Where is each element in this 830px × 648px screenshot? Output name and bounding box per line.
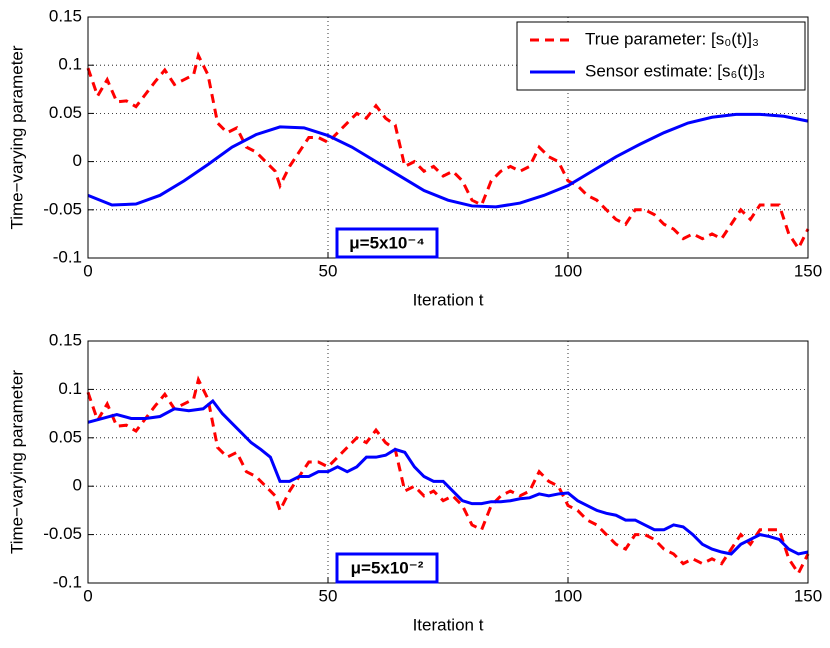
y-tick-label: 0.15 [49,330,82,349]
annotation-box [335,227,439,259]
x-tick-label: 50 [319,261,338,280]
x-tick-label: 100 [554,586,582,605]
annotation-box [335,552,439,584]
series-line [87,398,809,556]
y-tick-label: -0.1 [53,247,82,266]
x-tick-label: 0 [83,586,92,605]
y-tick-label: 0 [73,151,82,170]
y-tick-label: 0.15 [49,6,82,25]
x-tick-label: 100 [554,261,582,280]
y-tick-label: -0.05 [43,524,82,543]
y-tick-label: -0.05 [43,199,82,218]
plot-area [88,341,808,583]
x-tick-label: 150 [794,586,822,605]
x-axis-label: Iteration t [413,615,484,634]
legend-label: True parameter: [s₀(t)]₃ [585,29,759,48]
axes-frame [87,16,809,259]
y-tick-label: 0 [73,476,82,495]
annotation: μ=5x10⁻² [351,558,424,577]
y-tick-label: 0.1 [58,379,82,398]
legend-label: Sensor estimate: [s₆(t)]₃ [585,61,765,80]
y-axis-label: Time−varying parameter [7,45,26,229]
y-axis-label: Time−varying parameter [7,370,26,554]
series-line [86,51,810,252]
y-tick-label: 0.05 [49,103,82,122]
axes-frame [87,340,809,584]
x-tick-label: 0 [83,261,92,280]
x-axis-label: Iteration t [413,290,484,309]
y-tick-label: 0.05 [49,427,82,446]
y-tick-label: 0.1 [58,55,82,74]
legend-box [516,21,806,91]
x-tick-label: 150 [794,261,822,280]
annotation: μ=5x10⁻⁴ [349,233,425,252]
series-line [87,112,809,209]
y-tick-label: -0.1 [53,572,82,591]
series-line [86,375,810,577]
x-tick-label: 50 [319,586,338,605]
